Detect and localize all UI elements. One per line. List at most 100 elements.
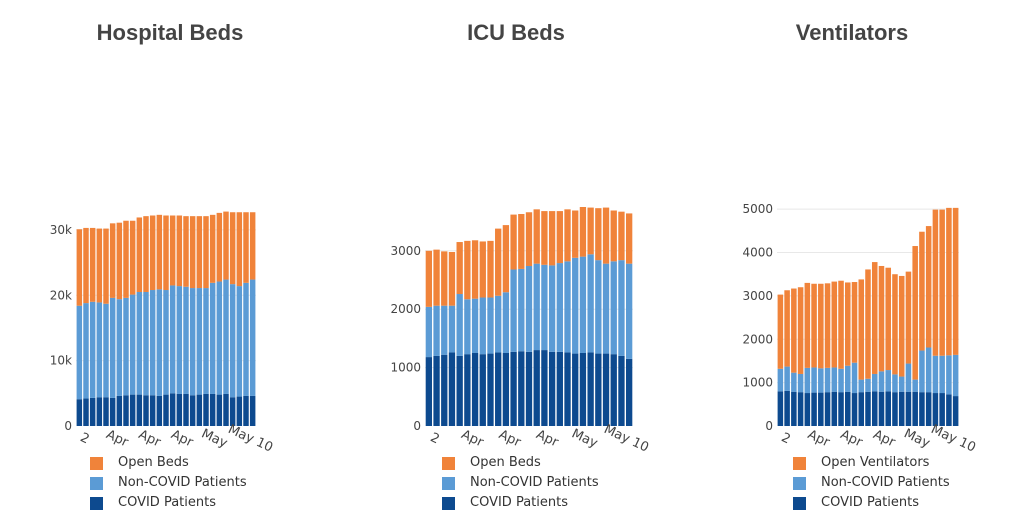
bar-segment-noncovid[interactable]: [83, 303, 89, 399]
bar-segment-covid[interactable]: [784, 390, 790, 426]
bar-segment-noncovid[interactable]: [858, 379, 865, 393]
bar-segment-noncovid[interactable]: [136, 291, 143, 395]
bar-segment-noncovid[interactable]: [946, 355, 952, 395]
bar-segment-covid[interactable]: [602, 353, 610, 426]
bar-segment-noncovid[interactable]: [777, 368, 784, 392]
bar-segment-covid[interactable]: [464, 354, 471, 426]
bar-segment-noncovid[interactable]: [831, 367, 838, 392]
bar-segment-noncovid[interactable]: [804, 367, 811, 394]
bar-segment-open[interactable]: [533, 209, 540, 264]
bar-segment-open[interactable]: [89, 227, 96, 302]
bar-segment-covid[interactable]: [203, 393, 209, 426]
bar-segment-noncovid[interactable]: [89, 301, 96, 398]
bar-segment-open[interactable]: [156, 214, 163, 290]
bar-segment-open[interactable]: [851, 282, 858, 363]
bar-segment-noncovid[interactable]: [229, 284, 236, 398]
bar-segment-open[interactable]: [203, 216, 209, 289]
bar-segment-open[interactable]: [878, 265, 885, 372]
bar-segment-open[interactable]: [116, 222, 123, 300]
bar-segment-noncovid[interactable]: [618, 260, 625, 356]
bar-segment-open[interactable]: [448, 251, 456, 306]
bar-segment-noncovid[interactable]: [464, 299, 471, 355]
bar-segment-covid[interactable]: [433, 355, 440, 426]
bar-segment-noncovid[interactable]: [479, 297, 486, 355]
bar-segment-covid[interactable]: [548, 351, 556, 426]
bar-segment-open[interactable]: [163, 215, 169, 291]
bar-segment-noncovid[interactable]: [129, 294, 136, 395]
bar-segment-open[interactable]: [196, 216, 203, 289]
bar-segment-noncovid[interactable]: [116, 299, 123, 396]
bar-segment-noncovid[interactable]: [610, 261, 617, 355]
bar-segment-open[interactable]: [479, 241, 486, 298]
bar-segment-noncovid[interactable]: [149, 290, 156, 396]
bar-segment-noncovid[interactable]: [625, 263, 633, 359]
bar-segment-noncovid[interactable]: [487, 297, 494, 354]
bar-segment-covid[interactable]: [556, 351, 563, 426]
bar-segment-noncovid[interactable]: [223, 279, 229, 394]
bar-segment-noncovid[interactable]: [163, 290, 169, 395]
bar-segment-open[interactable]: [136, 217, 143, 292]
bar-segment-open[interactable]: [518, 214, 525, 269]
bar-segment-covid[interactable]: [510, 351, 517, 426]
bar-segment-open[interactable]: [525, 212, 533, 266]
bar-segment-noncovid[interactable]: [838, 368, 844, 393]
bar-segment-noncovid[interactable]: [510, 269, 517, 352]
bar-segment-covid[interactable]: [136, 394, 143, 426]
bar-segment-open[interactable]: [885, 267, 891, 371]
bar-segment-covid[interactable]: [811, 392, 817, 426]
bar-segment-noncovid[interactable]: [595, 260, 602, 354]
bar-segment-noncovid[interactable]: [123, 297, 129, 396]
bar-segment-open[interactable]: [572, 210, 579, 258]
bar-segment-covid[interactable]: [845, 391, 851, 426]
bar-segment-open[interactable]: [123, 220, 129, 298]
bar-segment-open[interactable]: [495, 228, 502, 296]
bar-segment-open[interactable]: [548, 211, 556, 266]
bar-segment-open[interactable]: [487, 240, 494, 298]
bar-segment-covid[interactable]: [189, 395, 196, 426]
bar-segment-noncovid[interactable]: [579, 256, 587, 353]
bar-segment-open[interactable]: [845, 282, 851, 366]
bar-segment-covid[interactable]: [456, 355, 463, 426]
bar-segment-noncovid[interactable]: [898, 376, 905, 392]
bar-segment-covid[interactable]: [797, 392, 804, 426]
bar-segment-covid[interactable]: [858, 392, 865, 426]
bar-segment-covid[interactable]: [89, 397, 96, 426]
bar-segment-covid[interactable]: [946, 394, 952, 426]
bar-segment-covid[interactable]: [209, 393, 216, 426]
bar-segment-covid[interactable]: [143, 395, 149, 426]
bar-segment-noncovid[interactable]: [495, 295, 502, 353]
bar-segment-noncovid[interactable]: [572, 257, 579, 354]
bar-segment-covid[interactable]: [169, 393, 176, 426]
bar-segment-noncovid[interactable]: [433, 305, 440, 356]
bar-segment-covid[interactable]: [587, 352, 594, 426]
bar-segment-noncovid[interactable]: [176, 286, 183, 394]
bar-segment-noncovid[interactable]: [471, 298, 479, 353]
bar-segment-covid[interactable]: [441, 354, 448, 426]
bar-segment-covid[interactable]: [804, 393, 811, 426]
bar-segment-noncovid[interactable]: [878, 371, 885, 392]
bar-segment-open[interactable]: [905, 271, 912, 364]
bar-segment-covid[interactable]: [564, 352, 571, 426]
bar-segment-open[interactable]: [919, 231, 925, 351]
bar-segment-open[interactable]: [610, 210, 617, 262]
bar-segment-covid[interactable]: [777, 391, 784, 426]
bar-segment-covid[interactable]: [851, 393, 858, 426]
bar-segment-noncovid[interactable]: [249, 279, 256, 396]
bar-segment-covid[interactable]: [625, 358, 633, 426]
bar-segment-open[interactable]: [129, 220, 136, 295]
bar-segment-covid[interactable]: [96, 397, 103, 426]
bar-segment-covid[interactable]: [116, 395, 123, 426]
bar-segment-open[interactable]: [952, 207, 959, 355]
bar-segment-covid[interactable]: [533, 350, 540, 426]
bar-segment-noncovid[interactable]: [209, 282, 216, 394]
bar-segment-covid[interactable]: [223, 393, 229, 426]
bar-segment-noncovid[interactable]: [216, 281, 223, 395]
bar-segment-open[interactable]: [595, 208, 602, 261]
bar-segment-noncovid[interactable]: [892, 374, 898, 393]
bar-segment-noncovid[interactable]: [851, 362, 858, 394]
bar-segment-covid[interactable]: [163, 394, 169, 426]
bar-segment-open[interactable]: [189, 216, 196, 289]
bar-segment-covid[interactable]: [939, 393, 945, 426]
bar-segment-noncovid[interactable]: [189, 288, 196, 396]
bar-segment-noncovid[interactable]: [602, 263, 610, 354]
